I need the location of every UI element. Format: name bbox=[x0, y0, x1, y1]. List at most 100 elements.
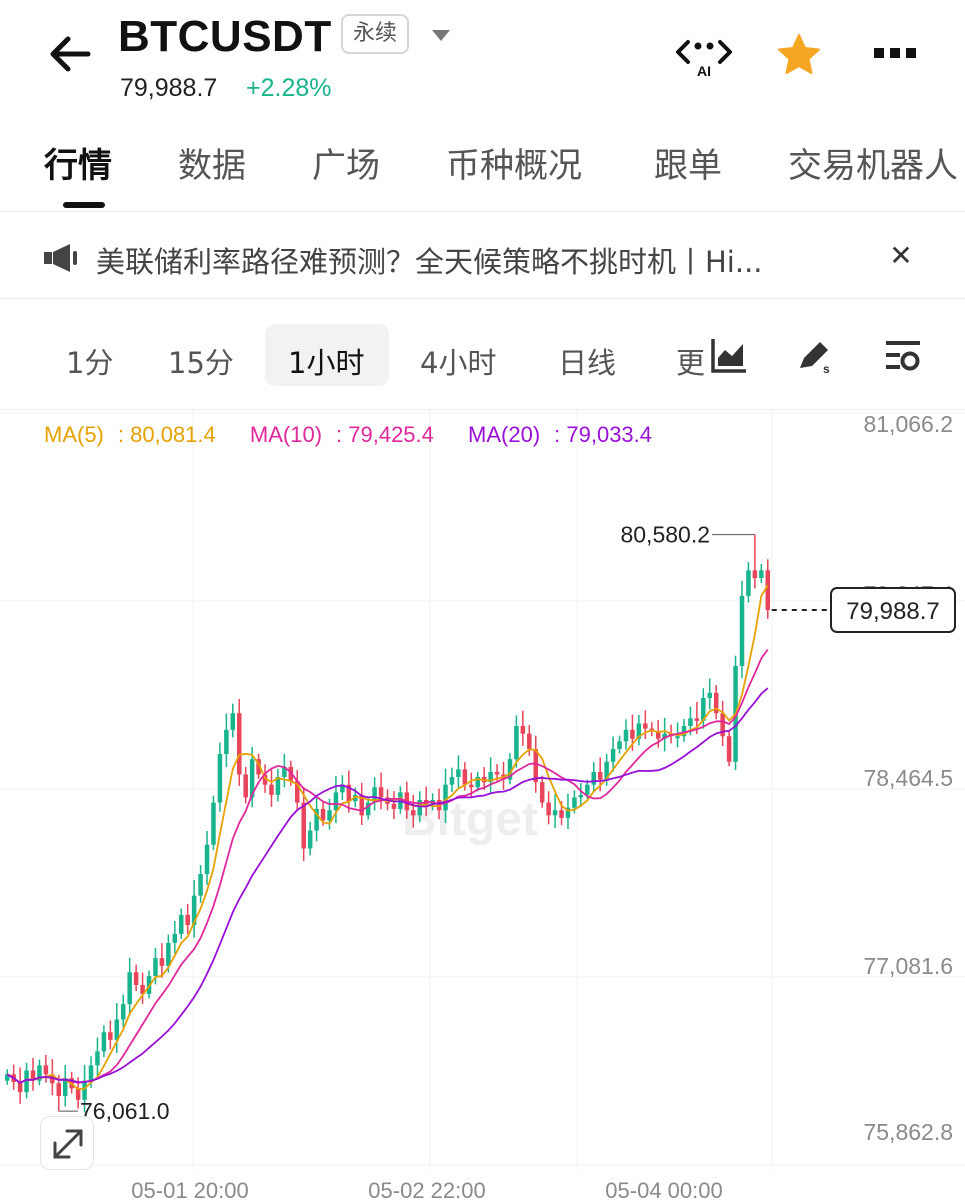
ma20-line bbox=[6, 687, 769, 1084]
chart-settings-icon[interactable] bbox=[884, 336, 922, 374]
candle-body bbox=[56, 1083, 62, 1096]
candle-body bbox=[166, 942, 171, 966]
candle-body bbox=[114, 1019, 120, 1040]
candle-body bbox=[378, 787, 384, 798]
interval-more[interactable]: 更 bbox=[676, 330, 706, 380]
candle-body bbox=[282, 766, 287, 778]
candle-body bbox=[462, 769, 468, 785]
candle-body bbox=[353, 794, 358, 802]
candle-body bbox=[494, 771, 500, 775]
announcement-text[interactable]: 美联储利率路径难预测？全天候策略不挑时机丨Hi... bbox=[96, 245, 763, 279]
indicator-chart-icon[interactable] bbox=[710, 336, 748, 374]
candle-body bbox=[120, 1004, 126, 1020]
candle-body bbox=[739, 595, 745, 667]
y-tick-label: 81,066.2 bbox=[863, 411, 953, 437]
ai-label: AI bbox=[697, 63, 711, 78]
candle-body bbox=[88, 1065, 94, 1081]
fullscreen-expand-icon[interactable] bbox=[40, 1116, 94, 1170]
tab-data[interactable]: 数据 bbox=[178, 146, 246, 186]
candle-body bbox=[701, 697, 706, 721]
kline-chart[interactable]: MA(5): 80,081.4 MA(10): 79,425.4 MA(20):… bbox=[0, 410, 965, 1200]
candle-body bbox=[327, 810, 332, 821]
candle-body bbox=[746, 570, 751, 596]
tab-coin-overview[interactable]: 币种概况 bbox=[446, 146, 582, 186]
tab-square[interactable]: 广场 bbox=[312, 146, 380, 186]
candle-body bbox=[585, 784, 590, 795]
x-tick-label: 05-04 00:00 bbox=[605, 1178, 722, 1200]
candle-body bbox=[320, 808, 326, 821]
drawing-tool-icon[interactable]: s bbox=[796, 336, 834, 376]
star-icon[interactable] bbox=[776, 32, 822, 78]
candle-body bbox=[707, 692, 713, 698]
interval-15m[interactable]: 15分 bbox=[168, 346, 234, 380]
ma5-line bbox=[6, 584, 769, 1091]
x-axis-ticks: 05-01 20:00 05-02 22:00 05-04 00:00 bbox=[131, 1178, 722, 1200]
megaphone-icon bbox=[44, 243, 80, 273]
ai-assistant-icon[interactable]: AI bbox=[676, 38, 732, 79]
candle-body bbox=[456, 769, 461, 778]
candle-body bbox=[636, 723, 642, 739]
candle-body bbox=[127, 972, 132, 1005]
candle-body bbox=[552, 810, 558, 816]
candle-body bbox=[365, 802, 371, 816]
candle-body bbox=[507, 759, 513, 780]
candle-body bbox=[24, 1070, 29, 1093]
contract-type-badge: 永续 bbox=[341, 14, 410, 54]
candles-layer bbox=[4, 534, 771, 1113]
candle-body bbox=[191, 895, 197, 926]
candle-body bbox=[269, 784, 274, 795]
current-price-box bbox=[830, 587, 956, 634]
chart-canvas[interactable]: Bitget 81,066.279,647.478,464.577,081.67… bbox=[0, 410, 965, 1200]
last-price: 79,988.7 bbox=[120, 74, 218, 102]
candle-body bbox=[610, 748, 616, 762]
candle-body bbox=[726, 736, 732, 762]
candle-body bbox=[275, 777, 281, 795]
candle-body bbox=[295, 780, 300, 803]
x-tick-label: 05-02 22:00 bbox=[368, 1178, 485, 1200]
more-icon[interactable] bbox=[872, 44, 918, 64]
candle-body bbox=[655, 731, 661, 739]
candle-body bbox=[237, 713, 242, 775]
ma10-line bbox=[6, 648, 769, 1084]
tab-market[interactable]: 行情 bbox=[44, 146, 112, 186]
candle-body bbox=[50, 1074, 55, 1084]
candle-body bbox=[449, 777, 455, 785]
chevron-down-icon[interactable] bbox=[432, 30, 450, 41]
price-markers: 80,580.2 76,061.0 79,988.7 bbox=[58, 522, 956, 1124]
candle-body bbox=[217, 754, 223, 803]
candle-body bbox=[694, 718, 700, 721]
candle-body bbox=[675, 736, 680, 739]
y-tick-label: 77,081.6 bbox=[863, 953, 953, 979]
candle-body bbox=[101, 1032, 107, 1052]
section-tabs: 行情 数据 广场 币种概况 跟单 交易机器人 bbox=[0, 120, 965, 212]
candle-body bbox=[443, 784, 448, 811]
candle-body bbox=[307, 830, 313, 849]
candle-body bbox=[391, 803, 397, 809]
candle-body bbox=[108, 1032, 113, 1040]
candle-body bbox=[372, 787, 377, 803]
interval-1d[interactable]: 日线 bbox=[558, 346, 617, 380]
candle-body bbox=[75, 1088, 81, 1100]
tab-copy-trading[interactable]: 跟单 bbox=[654, 146, 722, 186]
candle-body bbox=[539, 782, 545, 803]
interval-more-label: 更 bbox=[676, 346, 706, 380]
interval-1h[interactable]: 1小时 bbox=[288, 346, 365, 380]
y-tick-label: 78,464.5 bbox=[863, 765, 953, 791]
candle-body bbox=[765, 570, 771, 611]
tab-trading-bots[interactable]: 交易机器人 bbox=[788, 146, 958, 186]
candle-body bbox=[662, 733, 667, 739]
chart-grid bbox=[0, 410, 965, 1170]
candle-body bbox=[597, 771, 603, 780]
ma5-label: MA(5): 80,081.4 bbox=[44, 422, 216, 447]
candle-body bbox=[256, 759, 261, 775]
back-arrow-icon[interactable] bbox=[44, 28, 96, 80]
interval-4h[interactable]: 4小时 bbox=[420, 346, 497, 380]
close-icon[interactable]: ✕ bbox=[889, 239, 913, 272]
candle-body bbox=[204, 844, 210, 874]
candle-body bbox=[417, 800, 422, 816]
symbol-title[interactable]: BTCUSDT bbox=[118, 12, 332, 61]
candle-body bbox=[198, 874, 203, 896]
interval-1m[interactable]: 1分 bbox=[66, 346, 114, 380]
candle-body bbox=[133, 972, 139, 985]
candle-body bbox=[475, 777, 480, 788]
